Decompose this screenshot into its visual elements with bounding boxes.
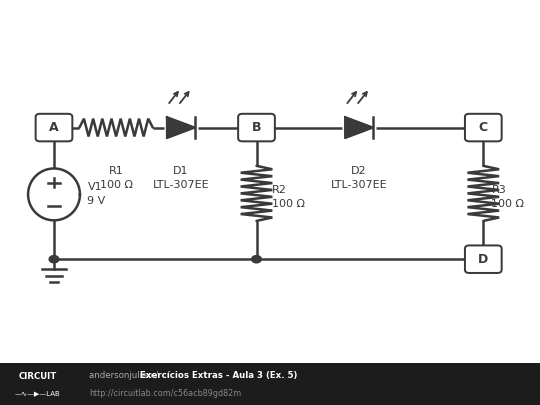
Text: —∿—▶—LAB: —∿—▶—LAB: [15, 390, 60, 396]
Text: CIRCUIT: CIRCUIT: [19, 372, 57, 381]
Text: B: B: [252, 121, 261, 134]
FancyBboxPatch shape: [465, 245, 502, 273]
Text: V1
9 V: V1 9 V: [87, 182, 106, 207]
Circle shape: [252, 256, 261, 263]
Text: Exercícios Extras - Aula 3 (Ex. 5): Exercícios Extras - Aula 3 (Ex. 5): [140, 371, 298, 380]
Text: R3
100 Ω: R3 100 Ω: [491, 185, 524, 209]
Circle shape: [49, 256, 59, 263]
Text: R2
100 Ω: R2 100 Ω: [272, 185, 305, 209]
Text: D2
LTL-307EE: D2 LTL-307EE: [331, 166, 387, 190]
Text: R1
100 Ω: R1 100 Ω: [99, 166, 133, 190]
Text: A: A: [49, 121, 59, 134]
Polygon shape: [345, 117, 373, 138]
FancyBboxPatch shape: [238, 114, 275, 141]
Text: andersonjuliao /: andersonjuliao /: [89, 371, 161, 380]
Text: D1
LTL-307EE: D1 LTL-307EE: [153, 166, 209, 190]
FancyBboxPatch shape: [465, 114, 502, 141]
Text: D: D: [478, 253, 488, 266]
FancyBboxPatch shape: [36, 114, 72, 141]
Text: http://circuitlab.com/c56acb89gd82m: http://circuitlab.com/c56acb89gd82m: [89, 389, 241, 398]
Text: C: C: [479, 121, 488, 134]
Polygon shape: [167, 117, 195, 138]
Bar: [0, 363, 540, 405]
